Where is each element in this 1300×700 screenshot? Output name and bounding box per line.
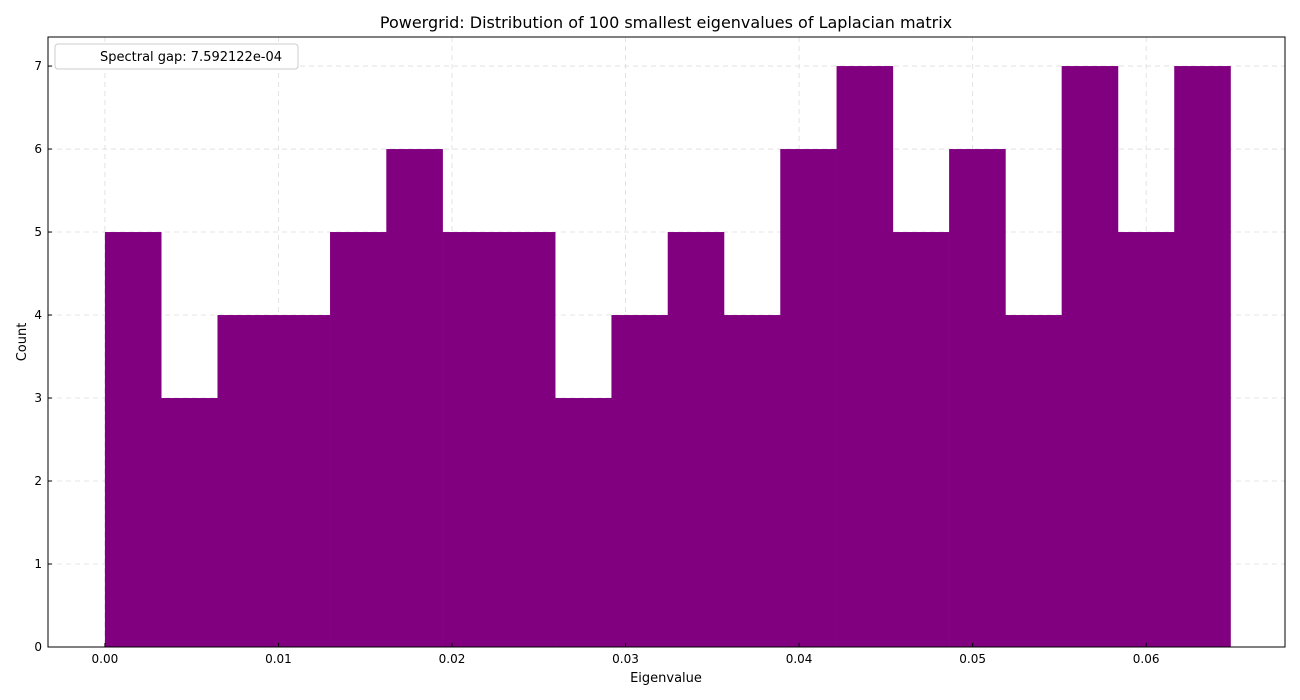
histogram-bar-14 xyxy=(892,232,950,648)
axis-ticks: 0.00 0.01 0.02 0.03 0.04 0.05 0.06 0 1 2 3 4 5 6 7 xyxy=(34,59,1159,666)
histogram-bar-4 xyxy=(330,232,387,648)
histogram-bar-0 xyxy=(104,232,162,648)
y-axis-label: Count xyxy=(15,323,30,362)
y-tick-label-3: 3 xyxy=(34,391,42,405)
legend: Spectral gap: 7.592122e-04 xyxy=(54,43,299,70)
histogram-bar-9 xyxy=(611,315,669,647)
y-tick-label-0: 0 xyxy=(34,640,42,654)
legend-text: Spectral gap: 7.592122e-04 xyxy=(100,50,282,65)
x-tick-label-1: 0.01 xyxy=(265,652,292,666)
histogram-bar-19 xyxy=(1174,66,1231,648)
histogram-bars xyxy=(104,66,1231,648)
histogram-bar-7 xyxy=(498,232,556,648)
y-tick-label-7: 7 xyxy=(34,59,42,73)
histogram-bar-5 xyxy=(386,149,443,647)
histogram-bar-10 xyxy=(667,232,725,648)
histogram-bar-2 xyxy=(217,315,275,647)
chart-title: Powergrid: Distribution of 100 smallest … xyxy=(380,13,952,32)
histogram-bar-6 xyxy=(442,232,500,648)
y-tick-label-4: 4 xyxy=(34,308,42,322)
histogram-bar-3 xyxy=(273,315,331,647)
histogram-bar-16 xyxy=(1005,315,1062,647)
plot-frame xyxy=(47,36,1286,648)
legend-box xyxy=(54,43,299,70)
x-tick-label-0: 0.00 xyxy=(92,652,119,666)
histogram-bar-13 xyxy=(836,66,894,648)
histogram-bar-17 xyxy=(1061,66,1119,648)
histogram-bar-12 xyxy=(780,149,837,647)
x-axis-label: Eigenvalue xyxy=(630,671,702,686)
x-tick-label-6: 0.06 xyxy=(1133,652,1160,666)
x-tick-label-2: 0.02 xyxy=(439,652,466,666)
y-tick-label-2: 2 xyxy=(34,474,42,488)
x-tick-label-4: 0.04 xyxy=(786,652,813,666)
histogram-bar-18 xyxy=(1117,232,1175,648)
histogram-bar-1 xyxy=(161,398,218,647)
x-tick-label-5: 0.05 xyxy=(959,652,986,666)
y-tick-label-6: 6 xyxy=(34,142,42,156)
y-tick-label-1: 1 xyxy=(34,557,42,571)
histogram-bar-11 xyxy=(723,315,781,647)
x-tick-label-3: 0.03 xyxy=(612,652,639,666)
y-tick-label-5: 5 xyxy=(34,225,42,239)
histogram-bar-15 xyxy=(949,149,1006,647)
histogram-bar-8 xyxy=(555,398,612,647)
